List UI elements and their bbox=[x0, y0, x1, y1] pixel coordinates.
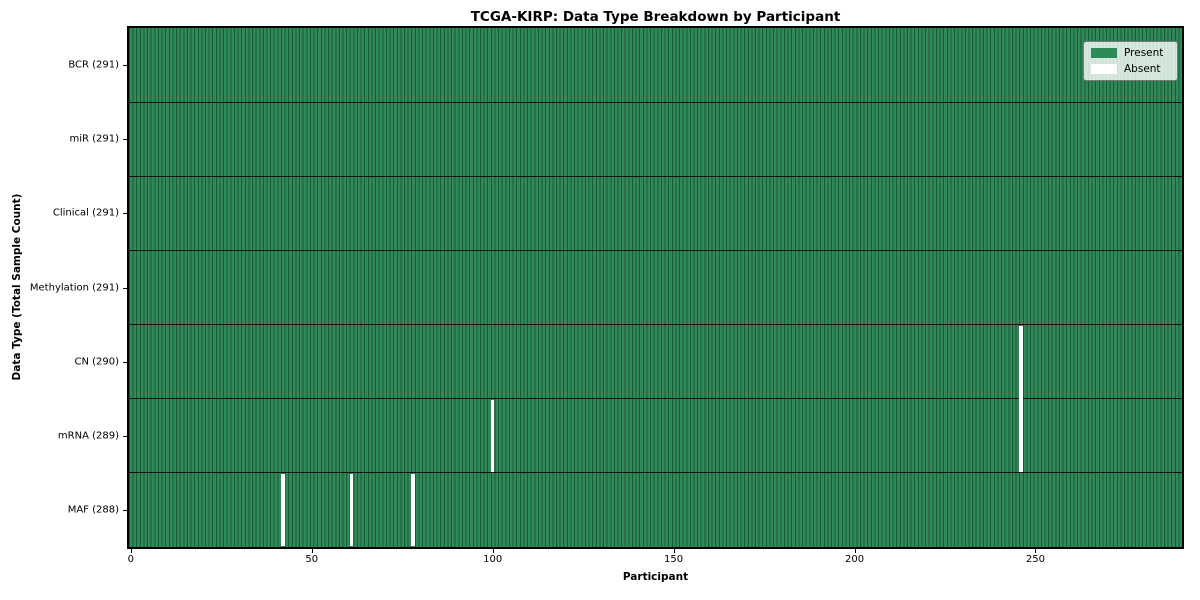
legend-label: Absent bbox=[1124, 63, 1161, 75]
row-divider bbox=[129, 175, 1182, 177]
y-tick-mark bbox=[123, 139, 127, 141]
row-divider bbox=[129, 324, 1182, 326]
x-tick-mark bbox=[673, 549, 675, 553]
plot-area bbox=[127, 26, 1184, 549]
row-divider bbox=[129, 398, 1182, 400]
y-tick-label-miR: miR (291) bbox=[69, 133, 119, 145]
x-tick-label: 50 bbox=[305, 554, 319, 565]
present-swatch bbox=[1091, 48, 1117, 58]
y-tick-mark bbox=[123, 65, 127, 67]
x-tick-label: 0 bbox=[127, 554, 134, 565]
y-tick-mark bbox=[123, 213, 127, 215]
row-divider bbox=[129, 249, 1182, 251]
x-tick-label: 100 bbox=[483, 554, 503, 565]
absent-swatch bbox=[1091, 64, 1117, 74]
x-tick-mark bbox=[130, 549, 132, 553]
x-tick-label: 200 bbox=[844, 554, 865, 565]
legend: Present Absent bbox=[1083, 41, 1178, 81]
chart-title: TCGA-KIRP: Data Type Breakdown by Partic… bbox=[470, 9, 841, 25]
absent-cell bbox=[490, 399, 495, 472]
row-divider bbox=[129, 472, 1182, 474]
y-tick-mark bbox=[123, 435, 127, 437]
absent-cell bbox=[1019, 325, 1023, 472]
x-tick-mark bbox=[854, 549, 856, 553]
absent-cell bbox=[349, 473, 354, 546]
y-tick-mark bbox=[123, 361, 127, 363]
absent-cell bbox=[280, 473, 285, 546]
row-divider bbox=[129, 101, 1182, 103]
x-tick-mark bbox=[311, 549, 313, 553]
legend-entry: Absent bbox=[1091, 63, 1170, 75]
y-tick-mark bbox=[123, 509, 127, 511]
x-tick-label: 150 bbox=[664, 554, 684, 565]
x-tick-mark bbox=[492, 549, 494, 553]
absent-cell bbox=[411, 473, 415, 546]
y-tick-mark bbox=[123, 287, 127, 289]
y-tick-label-MAF: MAF (288) bbox=[67, 504, 119, 516]
y-tick-label-mRNA: mRNA (289) bbox=[57, 430, 119, 442]
legend-entry: Present bbox=[1091, 47, 1170, 59]
x-tick-label: 250 bbox=[1025, 554, 1045, 565]
y-tick-label-CN: CN (290) bbox=[74, 356, 119, 368]
y-tick-label-Clinical: Clinical (291) bbox=[52, 207, 119, 219]
x-tick-mark bbox=[1035, 549, 1037, 553]
legend-label: Present bbox=[1124, 47, 1164, 59]
x-axis-label: Participant bbox=[622, 571, 689, 583]
y-tick-label-Methylation: Methylation (291) bbox=[29, 282, 119, 293]
y-tick-label-BCR: BCR (291) bbox=[68, 59, 119, 71]
